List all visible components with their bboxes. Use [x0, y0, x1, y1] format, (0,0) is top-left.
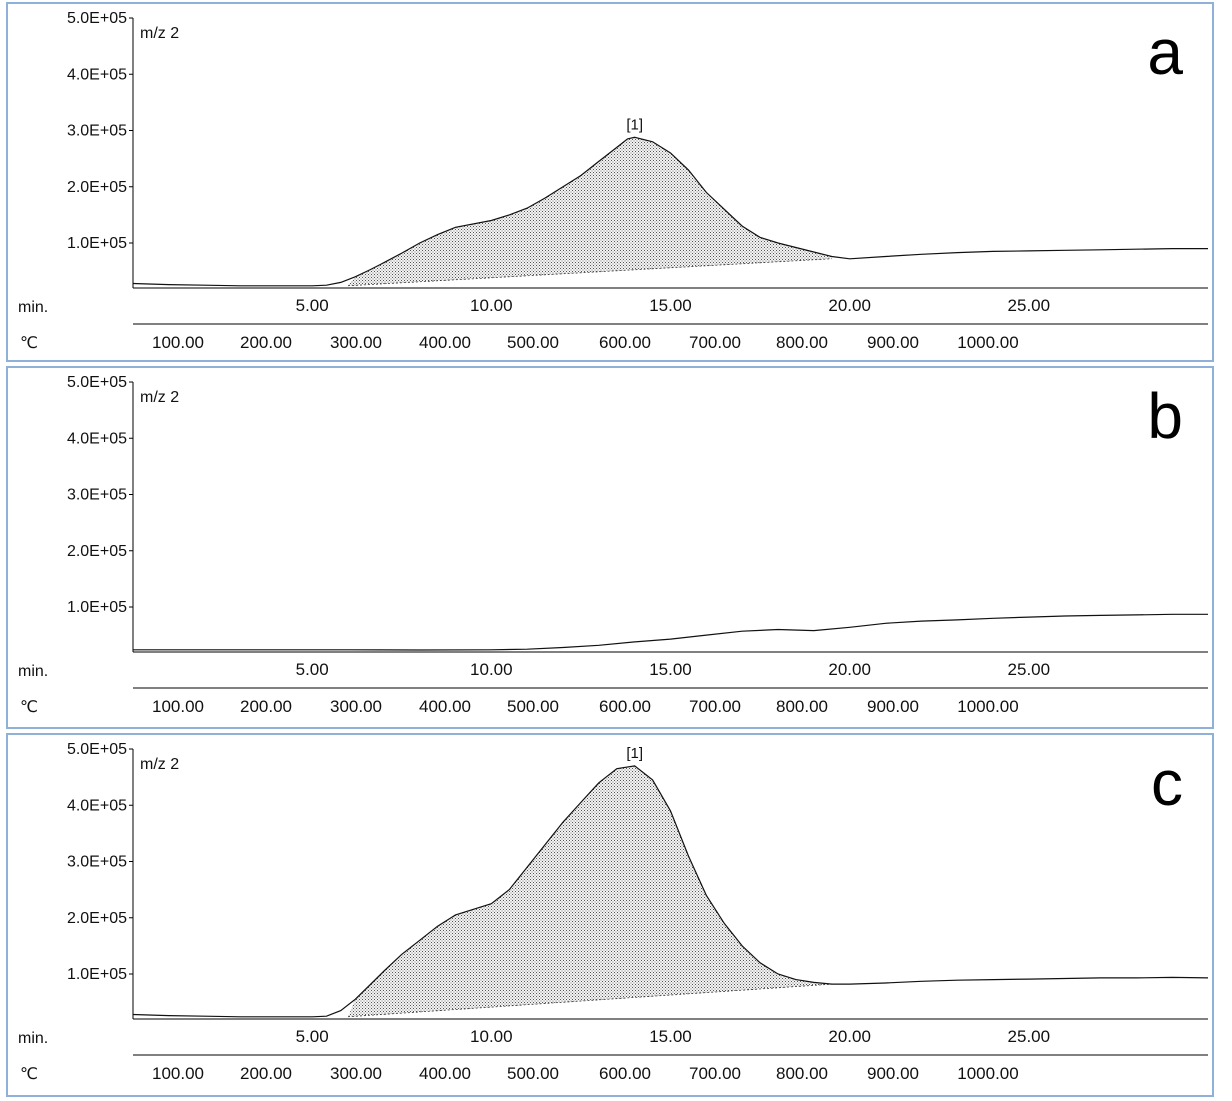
chart-panel-b: 5.0E+05 4.0E+05 3.0E+05 2.0E+05 1.0E+05 min. 5… — [6, 366, 1214, 729]
time-tick-label: 25.00 — [1008, 296, 1051, 315]
chart-svg-b: 5.0E+05 4.0E+05 3.0E+05 2.0E+05 1.0E+05 min. 5… — [18, 374, 1208, 716]
time-tick-label: 10.00 — [470, 296, 513, 315]
time-tick-label: 25.00 — [1008, 1027, 1051, 1046]
time-tick-label: 5.00 — [296, 296, 329, 315]
y-tick-label: 2.0E+05 — [67, 910, 127, 927]
temp-tick-label: 700.00 — [689, 1064, 741, 1083]
temp-tick-label: 400.00 — [419, 697, 471, 716]
temp-tick-label: 300.00 — [330, 1064, 382, 1083]
temp-tick-label: 1000.00 — [957, 333, 1018, 352]
temp-tick-label: 700.00 — [689, 697, 741, 716]
temp-tick-label: 700.00 — [689, 333, 741, 352]
peak-area — [348, 765, 832, 1017]
temp-axis-name: ℃ — [20, 699, 38, 716]
time-tick-label: 25.00 — [1008, 660, 1051, 679]
y-tick-label: 4.0E+05 — [67, 430, 127, 447]
y-tick-label: 3.0E+05 — [67, 487, 127, 504]
temp-tick-label: 100.00 — [152, 697, 204, 716]
y-tick-label: 1.0E+05 — [67, 235, 127, 252]
trace-label: m/z 2 — [140, 389, 179, 406]
temp-axis-name: ℃ — [20, 335, 38, 352]
trace-label: m/z 2 — [140, 25, 179, 42]
time-tick-label: 15.00 — [649, 660, 692, 679]
temp-tick-label: 800.00 — [776, 1064, 828, 1083]
peak-label: [1] — [626, 745, 643, 762]
integration-baseline — [347, 258, 832, 287]
temp-tick-label: 900.00 — [867, 333, 919, 352]
series-line — [132, 136, 1208, 287]
temp-tick-label: 900.00 — [867, 1064, 919, 1083]
time-tick-label: 20.00 — [828, 660, 871, 679]
y-tick-label: 5.0E+05 — [67, 374, 127, 391]
y-tick-label: 3.0E+05 — [67, 854, 127, 871]
series-line — [132, 765, 1209, 1018]
temp-tick-label: 600.00 — [599, 697, 651, 716]
time-tick-label: 15.00 — [649, 296, 692, 315]
y-tick-label: 4.0E+05 — [67, 797, 127, 814]
panel-label: a — [1147, 16, 1183, 88]
temp-tick-label: 100.00 — [152, 333, 204, 352]
temp-tick-label: 600.00 — [599, 1064, 651, 1083]
temp-tick-label: 500.00 — [507, 697, 559, 716]
y-tick-label: 1.0E+05 — [67, 599, 127, 616]
trace-label: m/z 2 — [140, 756, 179, 773]
temp-tick-label: 900.00 — [867, 697, 919, 716]
y-tick-label: 3.0E+05 — [67, 123, 127, 140]
time-tick-label: 10.00 — [470, 660, 513, 679]
chart-svg-a: 5.0E+05 4.0E+05 3.0E+05 2.0E+05 1.0E+05 min. 5… — [18, 10, 1208, 352]
temp-tick-label: 200.00 — [240, 333, 292, 352]
y-tick-label: 2.0E+05 — [67, 543, 127, 560]
temp-tick-label: 800.00 — [776, 333, 828, 352]
peak-label: [1] — [626, 116, 643, 133]
temp-tick-label: 300.00 — [330, 333, 382, 352]
time-axis-name: min. — [18, 299, 48, 316]
chart-panel-a: 5.0E+05 4.0E+05 3.0E+05 2.0E+05 1.0E+05 min. 5… — [6, 2, 1214, 362]
y-tick-label: 5.0E+05 — [67, 10, 127, 27]
y-tick-label: 1.0E+05 — [67, 966, 127, 983]
peak-area — [348, 137, 832, 286]
y-tick-label: 4.0E+05 — [67, 66, 127, 83]
temp-tick-label: 600.00 — [599, 333, 651, 352]
temp-tick-label: 500.00 — [507, 1064, 559, 1083]
time-tick-label: 5.00 — [296, 660, 329, 679]
panel-label: c — [1151, 747, 1183, 819]
time-tick-label: 10.00 — [470, 1027, 513, 1046]
temp-tick-label: 500.00 — [507, 333, 559, 352]
chart-svg-c: 5.0E+05 4.0E+05 3.0E+05 2.0E+05 1.0E+05 min. 5… — [18, 741, 1209, 1083]
temp-axis-name: ℃ — [20, 1066, 38, 1083]
time-tick-label: 5.00 — [296, 1027, 329, 1046]
temp-tick-label: 400.00 — [419, 1064, 471, 1083]
temp-tick-label: 1000.00 — [957, 1064, 1018, 1083]
time-tick-label: 20.00 — [828, 296, 871, 315]
y-tick-label: 2.0E+05 — [67, 179, 127, 196]
chart-panel-c: 5.0E+05 4.0E+05 3.0E+05 2.0E+05 1.0E+05 min. 5… — [6, 733, 1214, 1097]
time-tick-label: 15.00 — [649, 1027, 692, 1046]
temp-tick-label: 800.00 — [776, 697, 828, 716]
panel-label: b — [1147, 380, 1183, 452]
temp-tick-label: 100.00 — [152, 1064, 204, 1083]
temp-tick-label: 200.00 — [240, 1064, 292, 1083]
y-tick-label: 5.0E+05 — [67, 741, 127, 758]
time-axis-name: min. — [18, 1030, 48, 1047]
time-tick-label: 20.00 — [828, 1027, 871, 1046]
temp-tick-label: 400.00 — [419, 333, 471, 352]
temp-tick-label: 200.00 — [240, 697, 292, 716]
temp-tick-label: 1000.00 — [957, 697, 1018, 716]
temp-tick-label: 300.00 — [330, 697, 382, 716]
series-line — [133, 613, 1208, 651]
integration-baseline — [347, 983, 832, 1018]
time-axis-name: min. — [18, 663, 48, 680]
